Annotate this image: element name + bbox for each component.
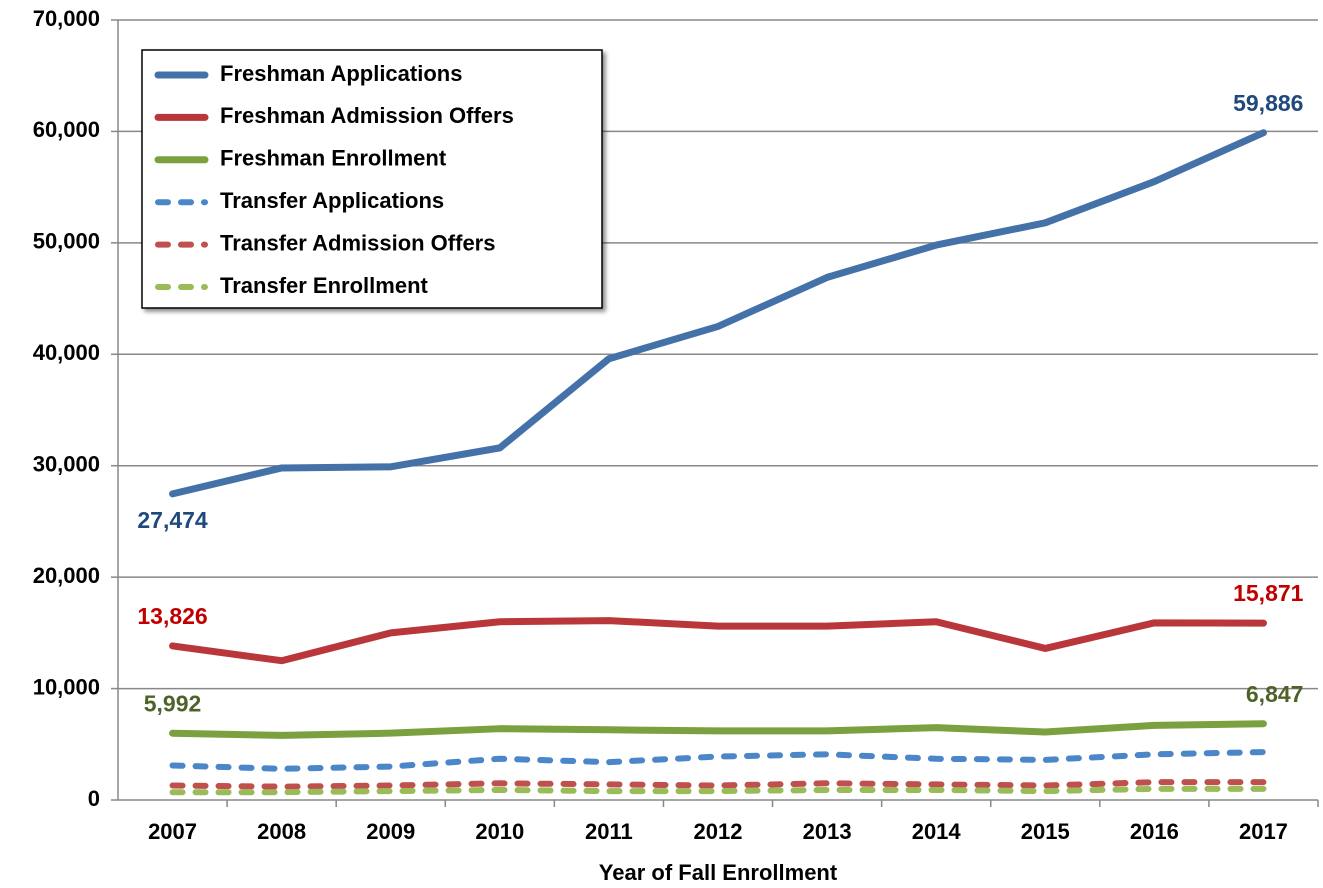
x-tick-label: 2008 [257, 819, 306, 844]
x-tick-label: 2010 [475, 819, 524, 844]
legend-box [141, 49, 603, 309]
legend-label: Freshman Admission Offers [220, 103, 514, 128]
y-tick-label: 30,000 [33, 452, 100, 477]
series-line [169, 617, 1267, 665]
y-tick-label: 40,000 [33, 340, 100, 365]
x-tick-label: 2014 [912, 819, 962, 844]
x-tick-label: 2015 [1021, 819, 1070, 844]
x-axis-label: Year of Fall Enrollment [599, 860, 838, 885]
y-tick-label: 60,000 [33, 117, 100, 142]
x-tick-label: 2012 [694, 819, 743, 844]
series-line [169, 749, 1267, 772]
series-line [169, 779, 1267, 790]
x-tick-label: 2011 [585, 819, 633, 844]
legend-label: Transfer Enrollment [220, 273, 429, 298]
legend-label: Freshman Applications [220, 61, 462, 86]
legend-label: Transfer Admission Offers [220, 230, 495, 255]
series-line [169, 129, 1267, 498]
y-tick-label: 10,000 [33, 674, 100, 699]
data-label: 5,992 [144, 690, 202, 716]
legend-label: Transfer Applications [220, 188, 444, 213]
series-line [169, 720, 1267, 739]
y-tick-label: 50,000 [33, 229, 100, 254]
x-tick-label: 2016 [1130, 819, 1179, 844]
data-label: 13,826 [137, 603, 207, 629]
data-label: 27,474 [137, 507, 208, 533]
series-line [169, 785, 1267, 796]
y-tick-label: 20,000 [33, 563, 100, 588]
x-tick-label: 2017 [1239, 819, 1288, 844]
legend: Freshman Applications Freshman Admission … [141, 49, 603, 309]
y-tick-label: 0 [88, 786, 100, 811]
x-tick-label: 2013 [803, 819, 852, 844]
data-label: 59,886 [1233, 90, 1303, 116]
data-label: 15,871 [1233, 580, 1304, 606]
y-tick-label: 70,000 [33, 6, 100, 31]
x-tick-label: 2007 [148, 819, 197, 844]
legend-label: Freshman Enrollment [220, 146, 447, 171]
x-tick-label: 2009 [366, 819, 415, 844]
data-label: 6,847 [1246, 681, 1304, 707]
